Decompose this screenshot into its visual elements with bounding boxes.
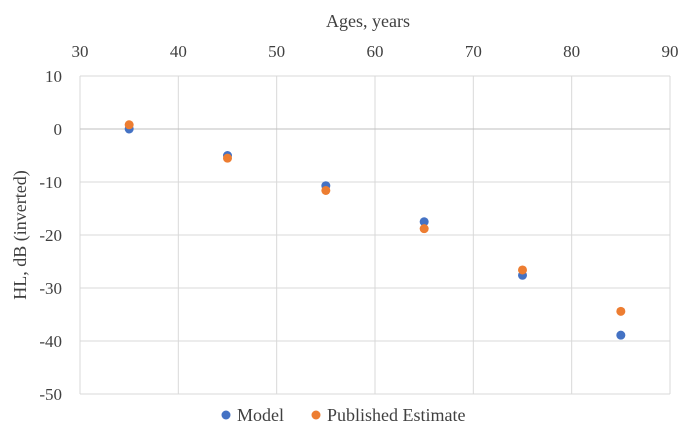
published-estimate-point — [616, 306, 626, 316]
x-tick-label: 90 — [662, 42, 679, 61]
y-tick-label: -40 — [39, 332, 62, 351]
gridlines — [79, 75, 671, 395]
x-tick-label: 60 — [367, 42, 384, 61]
x-tick-label: 50 — [268, 42, 285, 61]
model-point — [616, 330, 626, 340]
y-tick-label: -50 — [39, 385, 62, 404]
published-estimate-point — [419, 224, 429, 234]
legend-label-model: Model — [237, 405, 284, 425]
y-axis-title: HL, dB (inverted) — [10, 170, 31, 299]
x-tick-label: 40 — [170, 42, 187, 61]
legend-marker-model — [221, 410, 231, 420]
y-tick-label: -20 — [39, 226, 62, 245]
legend-label-published-estimate: Published Estimate — [327, 405, 466, 425]
published-estimate-point — [223, 153, 232, 163]
x-tick-label: 80 — [563, 42, 580, 61]
y-tick-label: 10 — [45, 67, 62, 86]
x-tick-labels: 30 40 50 60 70 80 90 — [72, 42, 679, 61]
y-tick-label: -10 — [39, 173, 62, 192]
y-tick-label: 0 — [54, 120, 63, 139]
published-estimate-point — [518, 265, 527, 275]
legend-marker-published-estimate — [311, 410, 321, 420]
x-tick-label: 70 — [465, 42, 482, 61]
x-tick-label: 30 — [72, 42, 89, 61]
y-tick-label: -30 — [39, 279, 62, 298]
model-point — [419, 217, 429, 227]
data-points — [124, 120, 626, 340]
y-tick-labels: 10 0 -10 -20 -30 -40 -50 — [39, 67, 62, 404]
published-estimate-point — [124, 120, 134, 130]
published-estimate-point — [321, 185, 331, 195]
x-axis-title: Ages, years — [326, 11, 410, 31]
legend: Model Published Estimate — [221, 405, 466, 425]
